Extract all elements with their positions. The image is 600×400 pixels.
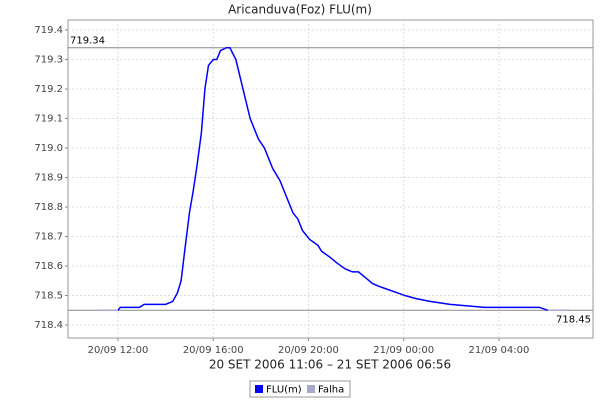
y-tick-label: 719.2 [34, 84, 63, 95]
x-axis-label: 20 SET 2006 11:06 – 21 SET 2006 06:56 [209, 358, 451, 372]
x-tick-label: 21/09 00:00 [373, 345, 434, 356]
y-tick-label: 719.3 [34, 55, 63, 66]
y-tick-label: 719.0 [34, 143, 63, 154]
y-tick-label: 718.6 [34, 261, 63, 272]
y-tick-label: 719.1 [34, 114, 63, 125]
x-tick-label: 20/09 12:00 [88, 345, 149, 356]
y-tick-label: 718.5 [34, 291, 63, 302]
y-tick-label: 718.8 [34, 202, 63, 213]
y-tick-label: 718.7 [34, 232, 63, 243]
legend-label: FLU(m) [266, 385, 302, 396]
legend-swatch [255, 385, 263, 393]
chart-title: Aricanduva(Foz) FLU(m) [228, 3, 372, 17]
x-tick-label: 20/09 16:00 [183, 345, 244, 356]
line-series [96, 46, 569, 312]
legend-label: Falha [318, 385, 344, 396]
x-tick-label: 20/09 20:00 [278, 345, 339, 356]
y-tick-label: 718.4 [34, 320, 63, 331]
x-tick-label: 21/09 04:00 [469, 345, 530, 356]
plot-area [67, 19, 594, 339]
legend-box [249, 380, 351, 398]
reference-label: 719.34 [70, 36, 105, 47]
legend-swatch [307, 385, 315, 393]
reference-label: 718.45 [556, 314, 591, 325]
y-tick-label: 718.9 [34, 173, 63, 184]
y-tick-label: 719.4 [34, 25, 63, 36]
